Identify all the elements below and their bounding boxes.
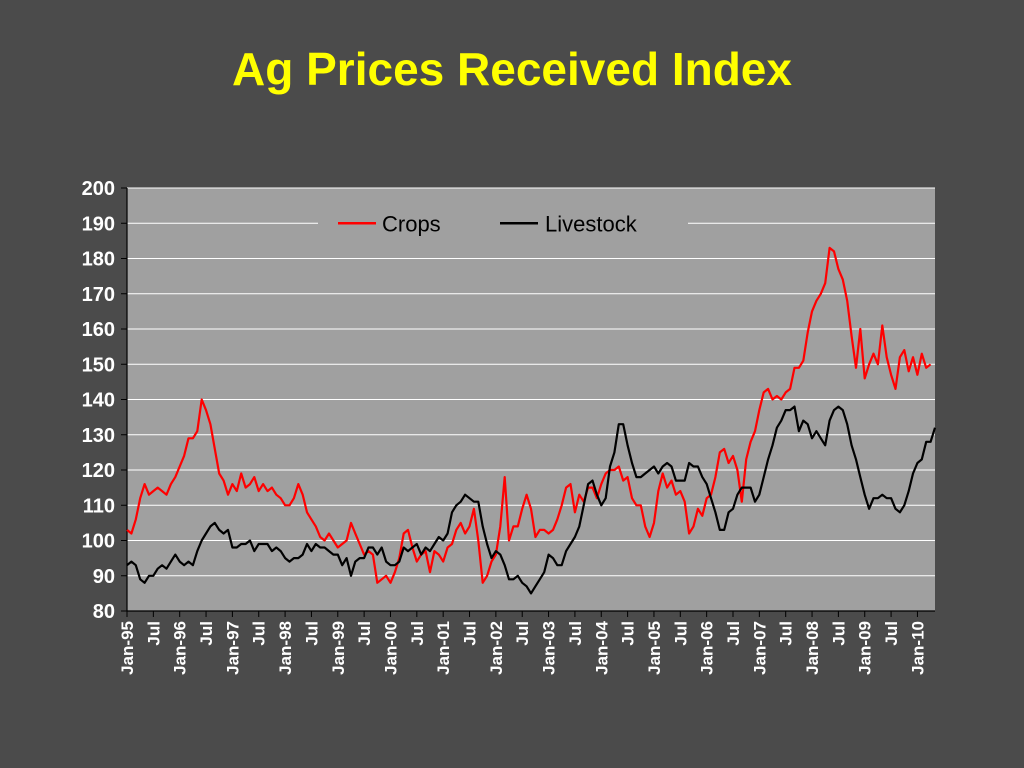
x-tick-label: Jul xyxy=(829,621,848,646)
x-tick-label: Jan-03 xyxy=(540,621,559,675)
x-tick-label: Jan-01 xyxy=(434,621,453,675)
y-tick-label: 80 xyxy=(93,601,115,623)
y-tick-label: 150 xyxy=(82,354,115,376)
y-tick-label: 200 xyxy=(82,178,115,200)
y-tick-label: 90 xyxy=(93,566,115,588)
series-line-crops xyxy=(126,246,932,584)
x-tick-label: Jul xyxy=(408,621,427,646)
y-axis-ticks: 80 90 100 110 120 130 140 150 160 170 180 190 200 xyxy=(82,178,127,623)
x-tick-label: Jan-04 xyxy=(592,620,611,674)
y-tick-label: 140 xyxy=(82,390,115,412)
x-tick-label: Jan-06 xyxy=(698,621,717,675)
x-tick-label: Jan-09 xyxy=(856,621,875,675)
x-tick-label: Jul xyxy=(144,621,163,646)
x-tick-label: Jan-00 xyxy=(381,621,400,675)
x-tick-label: Jan-05 xyxy=(645,621,664,675)
x-axis-ticks: Jan-95 Jul Jan-96 Jul Jan-97 Jul Jan-98 Jul Jan-… xyxy=(118,611,927,675)
x-tick-label: Jul xyxy=(250,621,269,646)
y-tick-label: 130 xyxy=(82,425,115,447)
y-tick-label: 180 xyxy=(82,249,115,271)
x-tick-label: Jul xyxy=(513,621,532,646)
x-tick-label: Jan-96 xyxy=(171,621,190,675)
x-tick-label: Jul xyxy=(724,621,743,646)
legend-label-livestock: Livestock xyxy=(545,211,638,236)
x-tick-label: Jul xyxy=(461,621,480,646)
x-tick-label: Jul xyxy=(619,621,638,646)
legend-label-crops: Crops xyxy=(382,211,441,236)
x-tick-label: Jan-95 xyxy=(118,621,137,675)
x-tick-label: Jul xyxy=(671,621,690,646)
y-tick-label: 160 xyxy=(82,319,115,341)
y-tick-label: 110 xyxy=(83,495,115,517)
y-tick-label: 170 xyxy=(82,284,115,306)
x-tick-label: Jan-98 xyxy=(276,621,295,675)
x-tick-label: Jan-99 xyxy=(329,621,348,675)
x-tick-label: Jan-97 xyxy=(223,621,242,675)
slide-title: Ag Prices Received Index xyxy=(232,43,792,95)
series-group xyxy=(126,246,937,595)
x-tick-label: Jan-08 xyxy=(803,621,822,675)
x-tick-label: Jul xyxy=(777,621,796,646)
x-tick-label: Jul xyxy=(197,621,216,646)
y-tick-label: 100 xyxy=(82,531,115,553)
x-tick-label: Jul xyxy=(302,621,321,646)
legend: Crops Livestock xyxy=(318,205,688,242)
x-tick-label: Jan-02 xyxy=(487,621,506,675)
x-tick-label: Jan-07 xyxy=(750,621,769,675)
x-tick-label: Jul xyxy=(355,621,374,646)
x-tick-label: Jul xyxy=(882,621,901,646)
x-tick-label: Jan-10 xyxy=(908,621,927,675)
series-line-livestock xyxy=(126,405,937,595)
x-tick-label: Jul xyxy=(566,621,585,646)
y-tick-label: 190 xyxy=(82,213,115,235)
y-tick-label: 120 xyxy=(82,460,115,482)
